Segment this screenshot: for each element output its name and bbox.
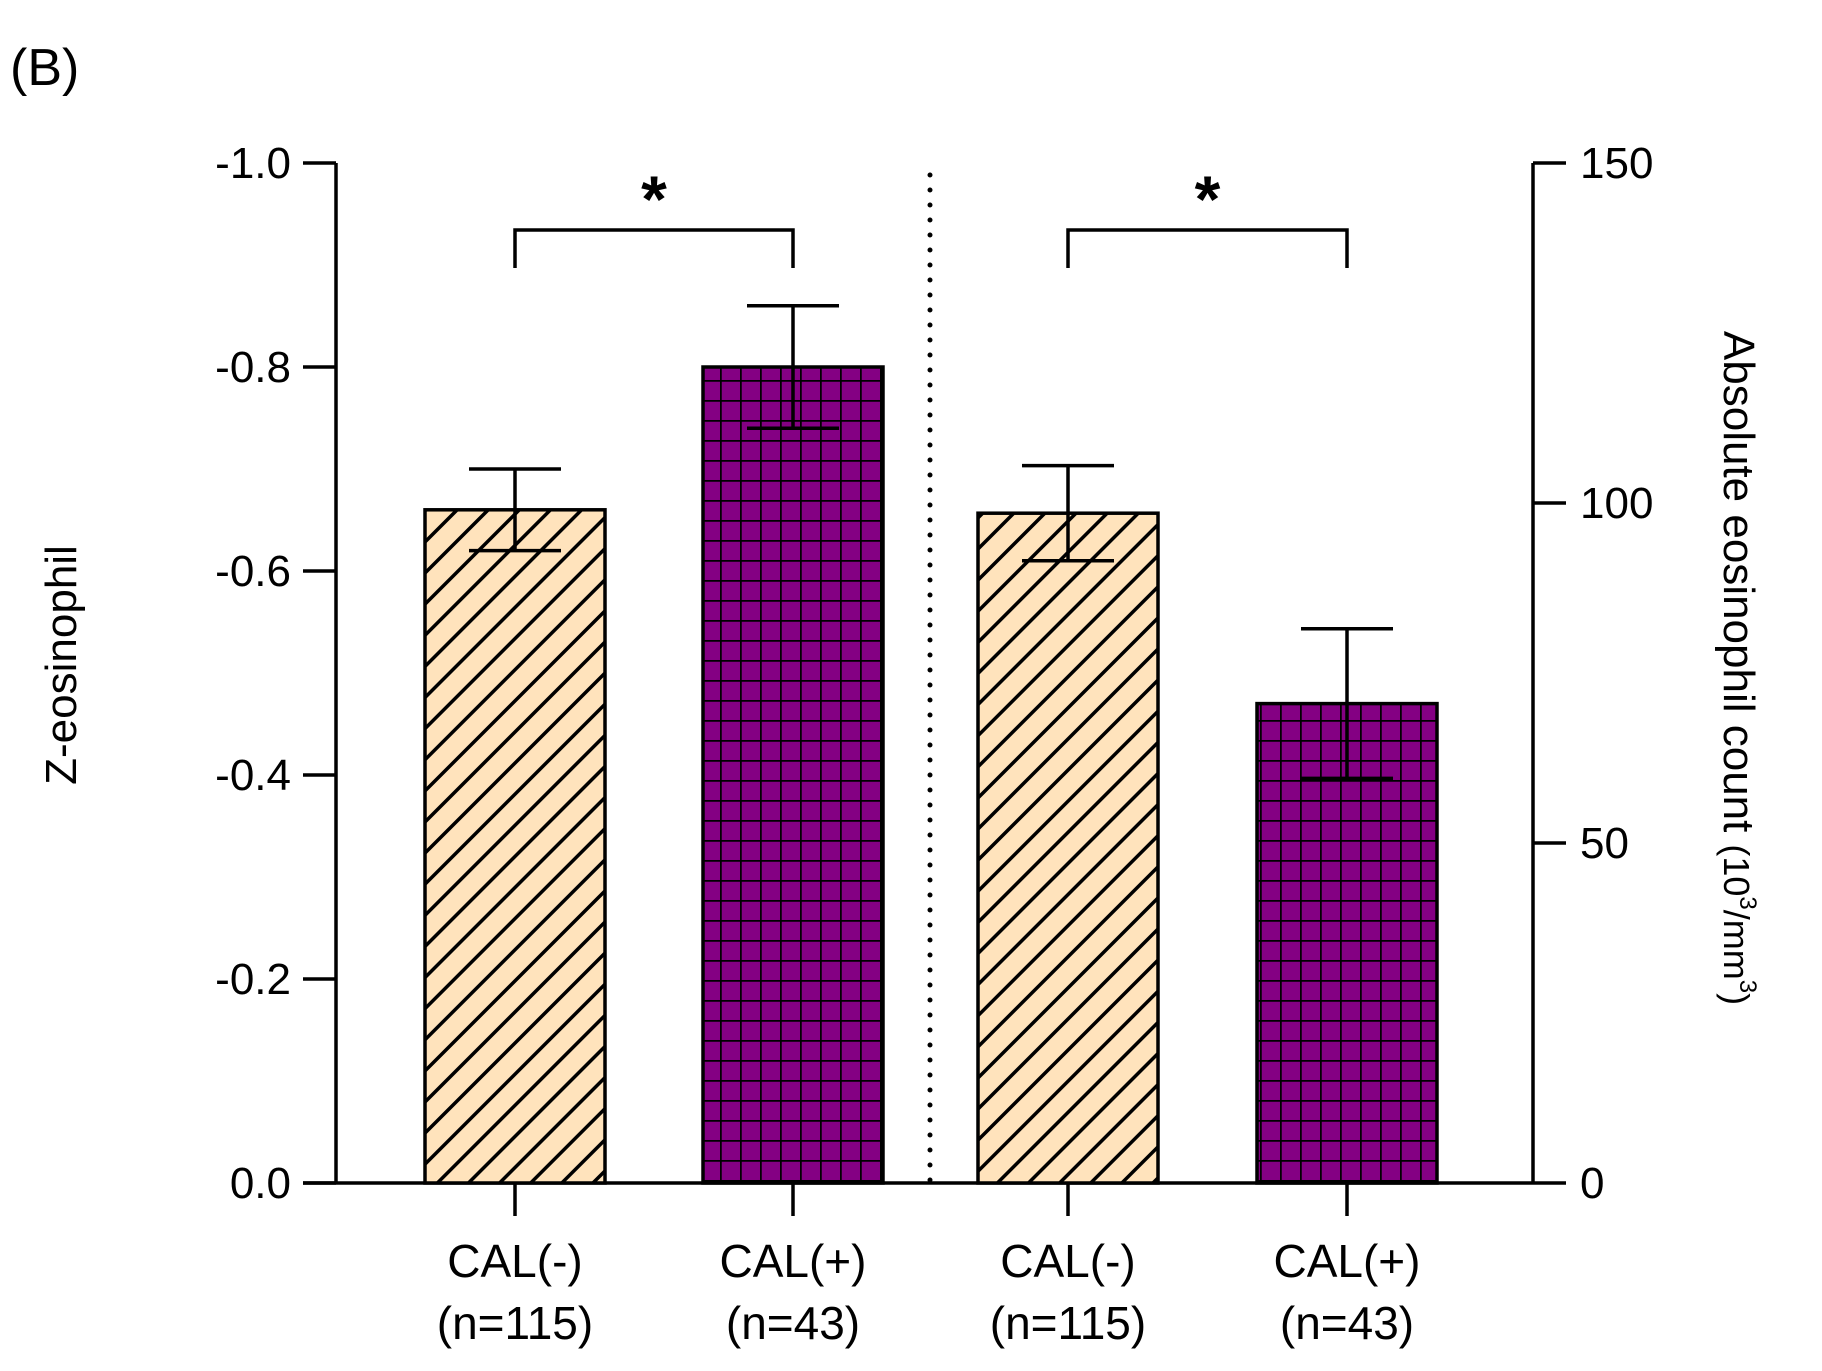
left-tick-label: -0.4 bbox=[215, 751, 291, 800]
right-tick-label: 100 bbox=[1580, 479, 1653, 528]
left-tick-label: -0.2 bbox=[215, 955, 291, 1004]
left-axis-title: Z-eosinophil bbox=[37, 545, 86, 785]
right-axis-label: Absolute eosinophil count bbox=[1714, 331, 1763, 832]
category-labels: CAL(-) (n=115) CAL(+) (n=43) CAL(-) (n=115) CA… bbox=[437, 1235, 1421, 1349]
left-tick-label: -0.6 bbox=[215, 547, 291, 596]
left-axis-ticks: 0.0 -0.2 -0.4 -0.6 -0.8 -1.0 bbox=[215, 139, 336, 1208]
right-axis-title: Absolute eosinophil count(103/mm3) bbox=[1714, 331, 1763, 1005]
category-label-line2: (n=115) bbox=[437, 1297, 593, 1349]
left-tick-label: -0.8 bbox=[215, 343, 291, 392]
category-label-line1: CAL(-) bbox=[1000, 1235, 1135, 1287]
category-label-line2: (n=115) bbox=[990, 1297, 1146, 1349]
category-label-line1: CAL(-) bbox=[447, 1235, 582, 1287]
category-label-line1: CAL(+) bbox=[1274, 1235, 1421, 1287]
right-tick-label: 150 bbox=[1580, 139, 1653, 188]
significance-bracket-1 bbox=[513, 228, 795, 268]
bar-1 bbox=[423, 508, 607, 1185]
category-label-line2: (n=43) bbox=[1280, 1297, 1414, 1349]
left-tick-label: 0.0 bbox=[230, 1159, 291, 1208]
bar-2 bbox=[701, 365, 885, 1185]
significance-star-2: * bbox=[1195, 162, 1221, 236]
right-tick-label: 0 bbox=[1580, 1159, 1604, 1208]
bars bbox=[423, 304, 1439, 1216]
right-tick-label: 50 bbox=[1580, 819, 1629, 868]
bar-4 bbox=[1255, 701, 1439, 1185]
category-label-line1: CAL(+) bbox=[720, 1235, 867, 1287]
left-tick-label: -1.0 bbox=[215, 139, 291, 188]
significance-markers: * * bbox=[513, 162, 1349, 268]
panel-label: (B) bbox=[10, 39, 79, 97]
right-axis-ticks: 0 50 100 150 bbox=[1533, 139, 1653, 1208]
significance-bracket-2 bbox=[1066, 228, 1349, 268]
significance-star-1: * bbox=[641, 162, 667, 236]
bar-3 bbox=[976, 511, 1160, 1185]
category-label-line2: (n=43) bbox=[726, 1297, 860, 1349]
